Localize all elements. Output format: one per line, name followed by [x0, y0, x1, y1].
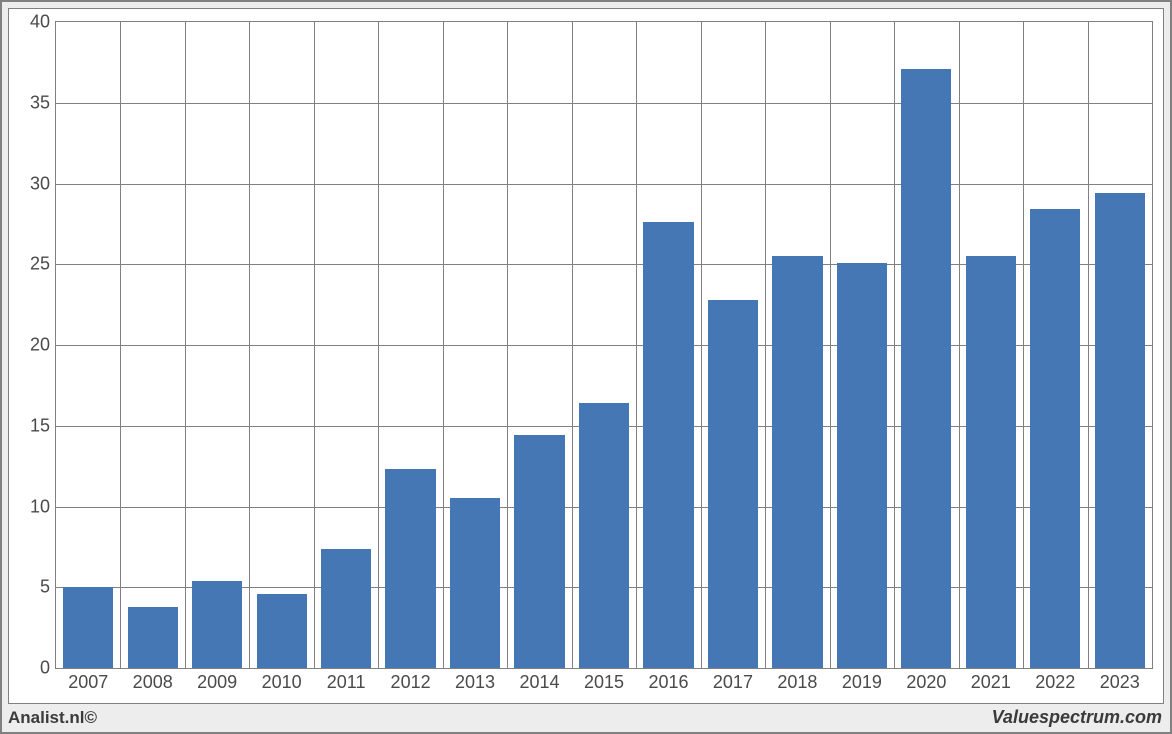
x-axis-label: 2008 [133, 672, 173, 693]
gridline-vertical [959, 22, 960, 668]
bar [257, 594, 307, 668]
bar [321, 549, 371, 669]
gridline-horizontal [56, 103, 1152, 104]
bar [772, 256, 822, 668]
x-axis-label: 2011 [327, 672, 366, 693]
bar [128, 607, 178, 668]
gridline-vertical [120, 22, 121, 668]
x-axis-label: 2021 [971, 672, 1011, 693]
chart-outer-frame: 0 5 10 15 20 25 30 35 40 2007 2008 2009 2010 2011 2012… [0, 0, 1172, 734]
bar [708, 300, 758, 668]
bar [385, 469, 435, 668]
bar [450, 498, 500, 668]
gridline-vertical [636, 22, 637, 668]
gridline-vertical [507, 22, 508, 668]
gridline-vertical [443, 22, 444, 668]
x-axis-label: 2016 [648, 672, 688, 693]
bar [837, 263, 887, 668]
bar [579, 403, 629, 668]
chart-inner-frame: 0 5 10 15 20 25 30 35 40 2007 2008 2009 2010 2011 2012… [8, 8, 1164, 704]
gridline-vertical [701, 22, 702, 668]
footer-right-credit: Valuespectrum.com [992, 707, 1162, 728]
y-axis-label: 25 [30, 254, 50, 275]
bar [192, 581, 242, 668]
gridline-vertical [1023, 22, 1024, 668]
gridline-vertical [572, 22, 573, 668]
x-axis-label: 2017 [713, 672, 753, 693]
x-axis-label: 2015 [584, 672, 624, 693]
bar [1030, 209, 1080, 668]
x-axis-label: 2019 [842, 672, 882, 693]
bar [966, 256, 1016, 668]
x-axis-label: 2009 [197, 672, 237, 693]
y-axis-label: 10 [30, 496, 50, 517]
y-axis-label: 0 [40, 658, 50, 679]
y-axis-label: 20 [30, 335, 50, 356]
bar [643, 222, 693, 668]
y-axis-label: 35 [30, 92, 50, 113]
y-axis-label: 40 [30, 12, 50, 33]
gridline-vertical [765, 22, 766, 668]
x-axis-label: 2022 [1035, 672, 1075, 693]
y-axis-label: 30 [30, 173, 50, 194]
x-axis-label: 2013 [455, 672, 495, 693]
gridline-vertical [185, 22, 186, 668]
gridline-vertical [249, 22, 250, 668]
y-axis-label: 15 [30, 415, 50, 436]
gridline-vertical [378, 22, 379, 668]
x-axis-label: 2020 [906, 672, 946, 693]
bar [1095, 193, 1145, 668]
bar [901, 69, 951, 668]
bar [63, 587, 113, 668]
x-axis-label: 2023 [1100, 672, 1140, 693]
y-axis-label: 5 [40, 577, 50, 598]
footer-left-credit: Analist.nl© [8, 708, 97, 728]
gridline-vertical [314, 22, 315, 668]
x-axis-label: 2018 [777, 672, 817, 693]
gridline-vertical [894, 22, 895, 668]
x-axis-label: 2014 [519, 672, 559, 693]
gridline-vertical [1088, 22, 1089, 668]
x-axis-label: 2012 [391, 672, 431, 693]
bar [514, 435, 564, 668]
x-axis-label: 2010 [262, 672, 302, 693]
gridline-vertical [830, 22, 831, 668]
gridline-horizontal [56, 184, 1152, 185]
plot-area: 0510152025303540200720082009201020112012… [55, 21, 1153, 669]
x-axis-label: 2007 [68, 672, 108, 693]
